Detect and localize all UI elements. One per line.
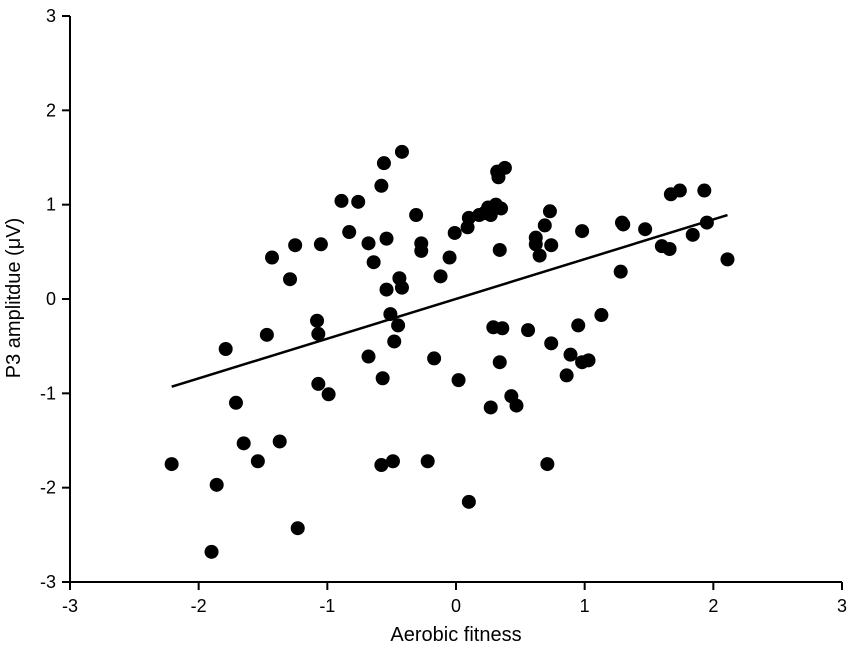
data-point xyxy=(720,252,735,267)
data-point xyxy=(321,387,336,402)
data-point xyxy=(571,318,586,333)
x-axis-title: Aerobic fitness xyxy=(390,624,521,646)
data-point xyxy=(334,193,349,208)
data-point xyxy=(288,238,303,253)
data-point xyxy=(361,349,376,364)
x-tick-label: 2 xyxy=(708,596,718,616)
data-point xyxy=(540,457,555,472)
data-point xyxy=(537,218,552,233)
y-axis-ticks: -3 -2 -1 0 1 2 3 xyxy=(40,6,70,592)
data-point xyxy=(495,321,510,336)
data-point xyxy=(685,227,700,242)
data-point xyxy=(532,248,547,263)
data-point xyxy=(204,544,219,559)
data-point xyxy=(164,457,179,472)
data-point xyxy=(492,355,507,370)
data-point xyxy=(374,178,389,193)
y-tick-label: -3 xyxy=(40,572,56,592)
data-point xyxy=(492,242,507,257)
data-point xyxy=(311,376,326,391)
data-point xyxy=(361,236,376,251)
y-tick-label: 3 xyxy=(46,6,56,26)
data-point xyxy=(544,238,559,253)
data-point xyxy=(375,371,390,386)
x-tick-label: 3 xyxy=(837,596,847,616)
data-point xyxy=(433,269,448,284)
data-point xyxy=(697,183,712,198)
data-point xyxy=(638,222,653,237)
data-point xyxy=(265,250,280,265)
data-point xyxy=(509,398,524,413)
data-points xyxy=(164,144,735,559)
x-tick-label: -3 xyxy=(62,596,78,616)
y-tick-label: -1 xyxy=(40,383,56,403)
data-point xyxy=(342,225,357,240)
data-point xyxy=(374,458,389,473)
data-point xyxy=(218,341,233,356)
data-point xyxy=(311,326,326,341)
data-point xyxy=(427,351,442,366)
data-point xyxy=(379,231,394,246)
data-point xyxy=(414,236,429,251)
data-point xyxy=(250,454,265,469)
x-tick-label: 0 xyxy=(451,596,461,616)
y-tick-label: 2 xyxy=(46,100,56,120)
data-point xyxy=(272,434,287,449)
data-point xyxy=(447,225,462,240)
data-point xyxy=(391,318,406,333)
data-point xyxy=(542,204,557,219)
data-point xyxy=(544,336,559,351)
data-point xyxy=(379,282,394,297)
data-point xyxy=(259,327,274,342)
data-point xyxy=(559,368,574,383)
data-point xyxy=(394,144,409,159)
x-tick-label: -1 xyxy=(319,596,335,616)
y-axis-title: P3 amplitdue (μV) xyxy=(3,218,25,378)
data-point xyxy=(563,347,578,362)
y-tick-label: 0 xyxy=(46,289,56,309)
x-tick-label: 1 xyxy=(580,596,590,616)
data-point xyxy=(483,400,498,415)
data-point xyxy=(672,183,687,198)
data-point xyxy=(581,353,596,368)
x-axis-ticks: -3 -2 -1 0 1 2 3 xyxy=(62,582,847,616)
data-point xyxy=(442,250,457,265)
data-point xyxy=(394,280,409,295)
data-point xyxy=(613,264,628,279)
data-point xyxy=(209,477,224,492)
data-point xyxy=(420,454,435,469)
x-tick-label: -2 xyxy=(191,596,207,616)
data-point xyxy=(366,255,381,270)
data-point xyxy=(483,208,498,223)
data-point xyxy=(385,454,400,469)
data-point xyxy=(461,494,476,509)
data-point xyxy=(616,217,631,232)
data-point xyxy=(313,237,328,252)
y-tick-label: -2 xyxy=(40,478,56,498)
data-point xyxy=(283,272,298,287)
data-point xyxy=(521,323,536,338)
data-point xyxy=(575,224,590,239)
data-point xyxy=(351,194,366,209)
data-point xyxy=(290,521,305,536)
y-tick-label: 1 xyxy=(46,195,56,215)
data-point xyxy=(409,208,424,223)
data-point xyxy=(594,308,609,323)
data-point xyxy=(236,436,251,451)
data-point xyxy=(376,156,391,171)
data-point xyxy=(387,334,402,349)
data-point xyxy=(662,242,677,257)
data-point xyxy=(494,201,509,216)
data-point xyxy=(497,160,512,175)
data-point xyxy=(228,395,243,410)
data-point xyxy=(451,373,466,388)
data-point xyxy=(528,237,543,252)
data-point xyxy=(310,313,325,328)
regression-line xyxy=(171,213,728,388)
